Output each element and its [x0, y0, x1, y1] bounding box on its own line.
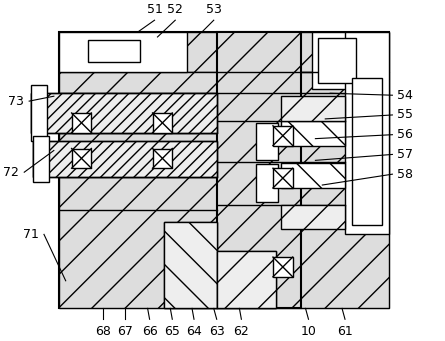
Bar: [281, 96, 345, 121]
Bar: [31, 93, 217, 133]
Bar: [273, 126, 293, 146]
Text: 55: 55: [397, 108, 413, 121]
Bar: [31, 85, 47, 140]
Text: 65: 65: [164, 325, 180, 338]
Bar: [281, 163, 345, 188]
Text: 68: 68: [95, 325, 111, 338]
Bar: [256, 164, 278, 202]
Text: 54: 54: [397, 89, 413, 102]
Bar: [153, 113, 172, 133]
Bar: [217, 32, 300, 308]
Bar: [352, 78, 381, 224]
Bar: [318, 38, 356, 83]
Text: 61: 61: [337, 325, 353, 338]
Bar: [89, 40, 140, 62]
Text: 71: 71: [23, 228, 39, 241]
Bar: [59, 32, 389, 308]
Bar: [345, 32, 389, 234]
Text: 56: 56: [397, 128, 413, 141]
Text: 63: 63: [209, 325, 225, 338]
Bar: [256, 123, 278, 160]
Text: 66: 66: [142, 325, 158, 338]
Bar: [273, 168, 293, 188]
Bar: [33, 140, 217, 177]
Text: 53: 53: [206, 3, 222, 16]
Bar: [72, 113, 91, 133]
Text: 58: 58: [397, 168, 413, 181]
Bar: [33, 140, 217, 177]
Bar: [72, 149, 91, 168]
Text: 51: 51: [146, 3, 162, 16]
Bar: [273, 257, 293, 277]
Text: 57: 57: [397, 148, 413, 161]
Text: 67: 67: [117, 325, 133, 338]
Text: 73: 73: [8, 95, 24, 108]
Bar: [59, 72, 217, 308]
Bar: [217, 251, 276, 308]
Bar: [31, 93, 217, 133]
Bar: [59, 32, 187, 72]
Bar: [217, 72, 389, 308]
Text: 10: 10: [300, 325, 316, 338]
Text: 72: 72: [4, 166, 19, 179]
Text: 62: 62: [234, 325, 249, 338]
Text: 64: 64: [186, 325, 202, 338]
Bar: [281, 121, 345, 146]
Bar: [59, 32, 389, 72]
Bar: [33, 136, 49, 182]
Bar: [164, 222, 217, 308]
Bar: [281, 205, 345, 229]
Bar: [312, 32, 362, 89]
Bar: [153, 149, 172, 168]
Bar: [164, 222, 217, 308]
Text: 52: 52: [167, 3, 183, 16]
Bar: [217, 251, 276, 308]
